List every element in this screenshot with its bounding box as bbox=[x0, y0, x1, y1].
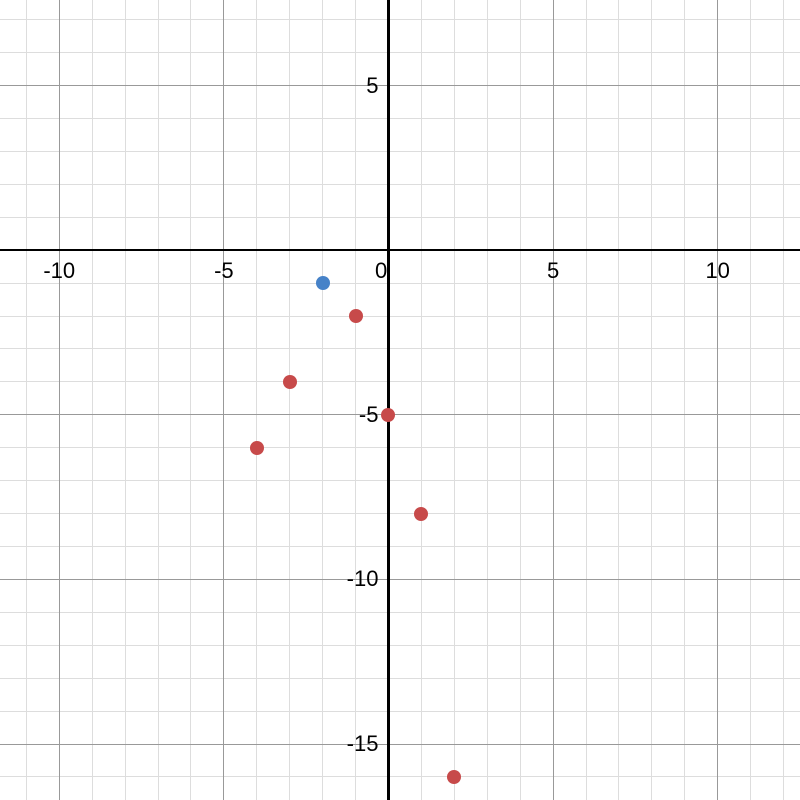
y-axis bbox=[387, 0, 390, 800]
x-axis bbox=[0, 249, 800, 252]
y-tick-label: -10 bbox=[347, 566, 379, 592]
x-tick-label: 10 bbox=[705, 258, 729, 284]
minor-gridline-h bbox=[0, 447, 800, 448]
minor-gridline-h bbox=[0, 52, 800, 53]
minor-gridline-v bbox=[92, 0, 93, 800]
minor-gridline-h bbox=[0, 283, 800, 284]
minor-gridline-v bbox=[783, 0, 784, 800]
minor-gridline-v bbox=[26, 0, 27, 800]
minor-gridline-v bbox=[289, 0, 290, 800]
major-gridline-v bbox=[59, 0, 60, 800]
minor-gridline-v bbox=[651, 0, 652, 800]
minor-gridline-v bbox=[158, 0, 159, 800]
minor-gridline-v bbox=[487, 0, 488, 800]
scatter-point-red bbox=[283, 375, 297, 389]
minor-gridline-h bbox=[0, 612, 800, 613]
minor-gridline-v bbox=[454, 0, 455, 800]
minor-gridline-v bbox=[421, 0, 422, 800]
minor-gridline-v bbox=[355, 0, 356, 800]
minor-gridline-h bbox=[0, 184, 800, 185]
minor-gridline-h bbox=[0, 316, 800, 317]
minor-gridline-v bbox=[322, 0, 323, 800]
scatter-point-red bbox=[250, 441, 264, 455]
minor-gridline-v bbox=[125, 0, 126, 800]
x-tick-label: -5 bbox=[214, 258, 234, 284]
x-tick-label: 0 bbox=[375, 258, 387, 284]
minor-gridline-h bbox=[0, 348, 800, 349]
minor-gridline-h bbox=[0, 645, 800, 646]
minor-gridline-h bbox=[0, 381, 800, 382]
minor-gridline-v bbox=[586, 0, 587, 800]
major-gridline-v bbox=[717, 0, 718, 800]
minor-gridline-h bbox=[0, 546, 800, 547]
major-gridline-h bbox=[0, 85, 800, 86]
y-tick-label: -5 bbox=[359, 402, 379, 428]
y-tick-label: -15 bbox=[347, 731, 379, 757]
minor-gridline-v bbox=[684, 0, 685, 800]
scatter-chart: -10 -5 0 5 10 5 -5 -10 -15 bbox=[0, 0, 800, 800]
minor-gridline-v bbox=[750, 0, 751, 800]
major-gridline-h bbox=[0, 414, 800, 415]
scatter-point-red bbox=[349, 309, 363, 323]
scatter-point-blue bbox=[316, 276, 330, 290]
scatter-point-red bbox=[447, 770, 461, 784]
scatter-point-red bbox=[381, 408, 395, 422]
minor-gridline-h bbox=[0, 19, 800, 20]
minor-gridline-v bbox=[256, 0, 257, 800]
y-tick-label: 5 bbox=[366, 73, 378, 99]
major-gridline-h bbox=[0, 579, 800, 580]
minor-gridline-h bbox=[0, 151, 800, 152]
minor-gridline-h bbox=[0, 711, 800, 712]
x-tick-label: -10 bbox=[43, 258, 75, 284]
major-gridline-v bbox=[223, 0, 224, 800]
minor-gridline-v bbox=[190, 0, 191, 800]
minor-gridline-v bbox=[520, 0, 521, 800]
minor-gridline-h bbox=[0, 118, 800, 119]
minor-gridline-h bbox=[0, 678, 800, 679]
scatter-point-red bbox=[414, 507, 428, 521]
minor-gridline-v bbox=[618, 0, 619, 800]
x-tick-label: 5 bbox=[547, 258, 559, 284]
minor-gridline-h bbox=[0, 776, 800, 777]
minor-gridline-h bbox=[0, 513, 800, 514]
minor-gridline-h bbox=[0, 217, 800, 218]
major-gridline-v bbox=[553, 0, 554, 800]
minor-gridline-h bbox=[0, 480, 800, 481]
major-gridline-h bbox=[0, 744, 800, 745]
